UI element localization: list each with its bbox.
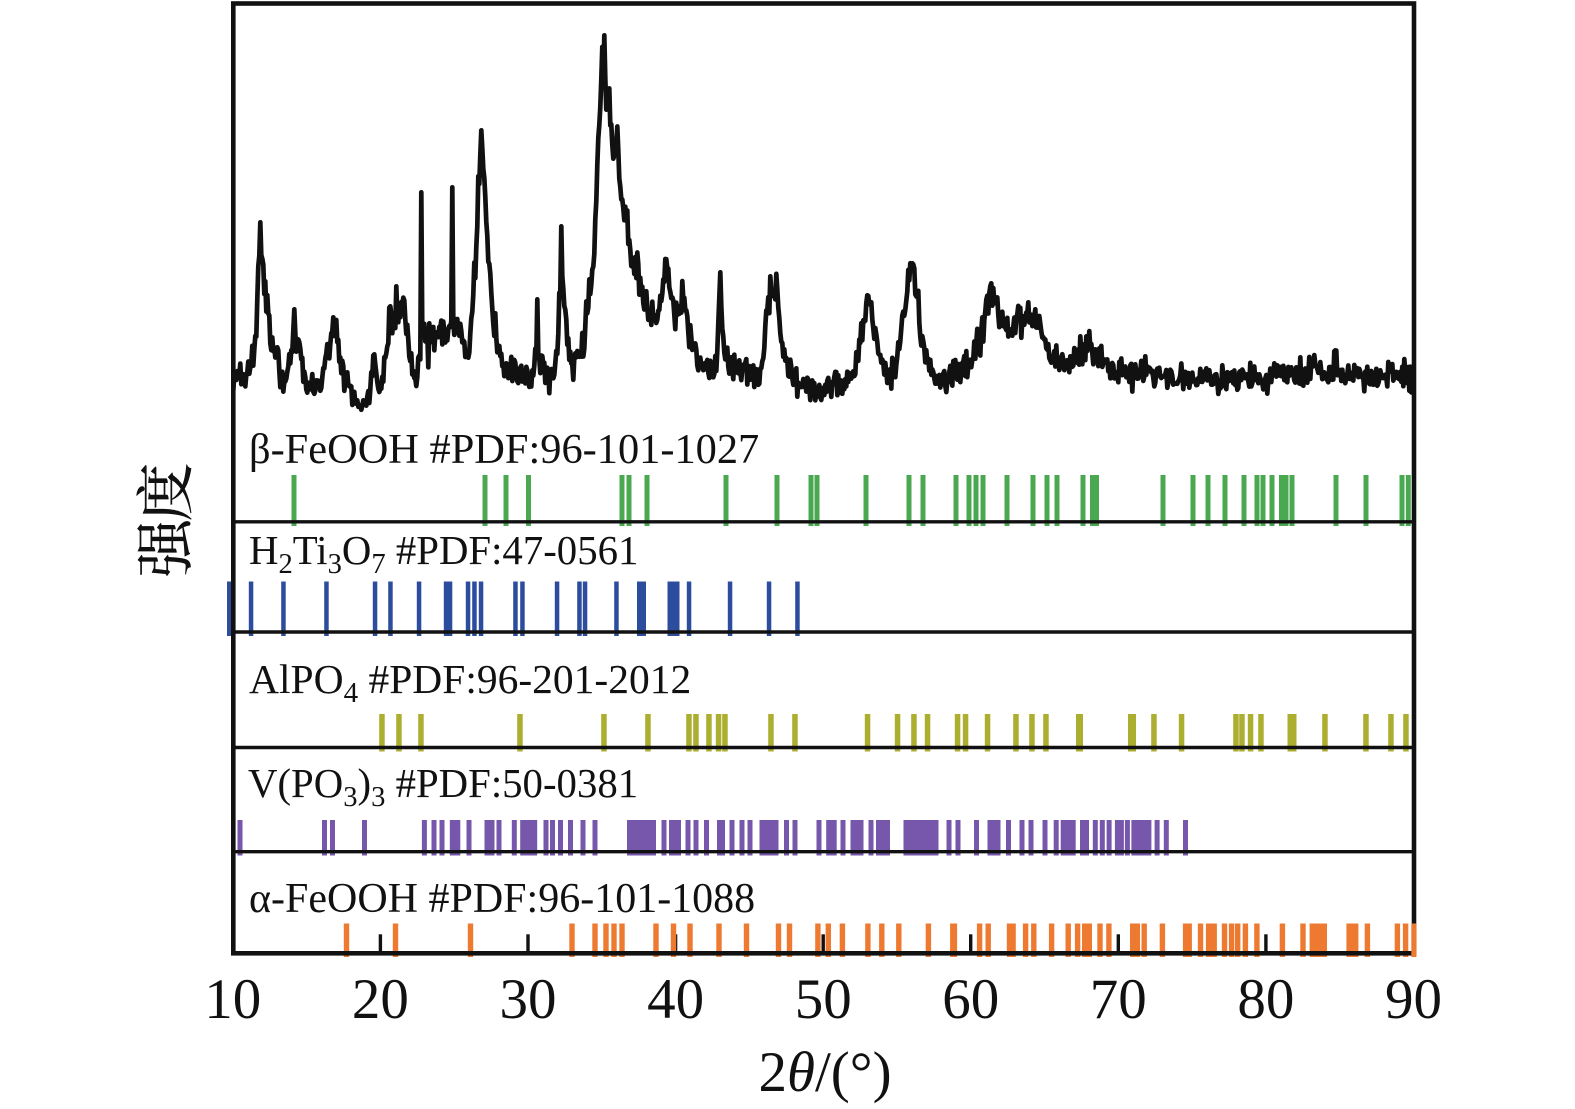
svg-text:30: 30 [500, 968, 557, 1031]
svg-text:AlPO4​ #PDF:96-201-2012: AlPO4​ #PDF:96-201-2012 [249, 656, 691, 709]
svg-text:α-FeOOH #PDF:96-101-1088: α-FeOOH #PDF:96-101-1088 [249, 876, 755, 922]
svg-text:80: 80 [1237, 968, 1294, 1031]
svg-text:H2​Ti3​O7​ #PDF:47-0561: H2​Ti3​O7​ #PDF:47-0561 [249, 528, 638, 580]
svg-text:40: 40 [647, 968, 704, 1031]
svg-text:β-FeOOH #PDF:96-101-1027: β-FeOOH #PDF:96-101-1027 [249, 426, 759, 473]
svg-text:50: 50 [795, 968, 852, 1031]
svg-text:10: 10 [204, 968, 261, 1031]
svg-text:V(PO3​)3​ #PDF:50-0381: V(PO3​)3​ #PDF:50-0381 [248, 761, 638, 813]
svg-text:20: 20 [352, 968, 409, 1031]
svg-text:60: 60 [942, 968, 999, 1031]
svg-text:90: 90 [1385, 968, 1442, 1031]
svg-text:2θ/(°): 2θ/(°) [758, 1041, 891, 1104]
svg-text:70: 70 [1090, 968, 1147, 1031]
